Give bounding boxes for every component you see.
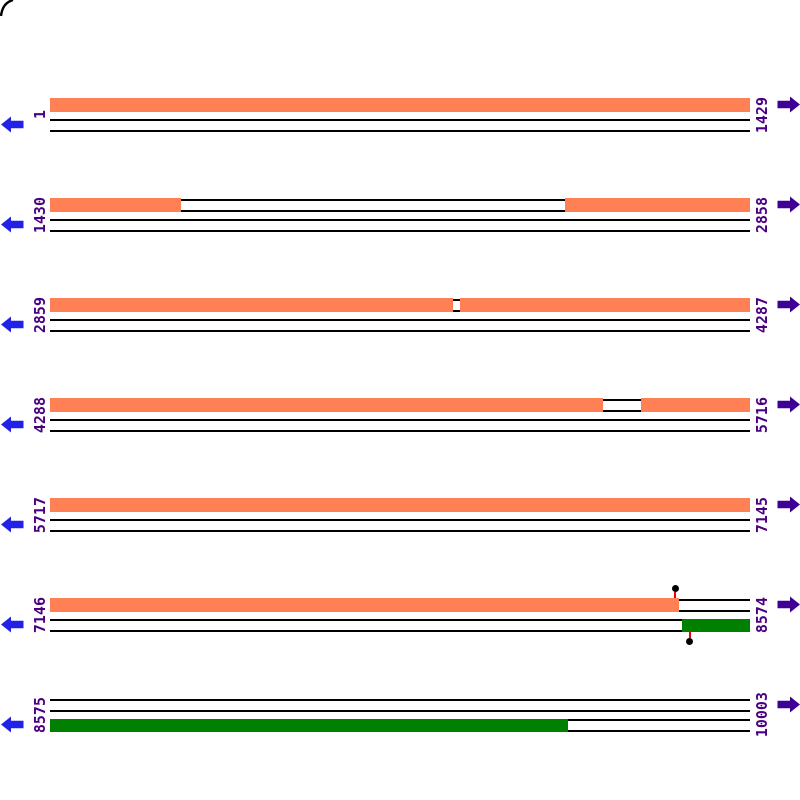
frame-line <box>50 330 750 332</box>
reverse-strand-arrow-icon[interactable] <box>1 716 24 737</box>
reverse-strand-arrow-icon[interactable] <box>1 216 24 237</box>
row-end-coordinate-text: 5716 <box>753 396 771 434</box>
frame-line <box>50 710 750 712</box>
row-end-coordinate: 2858 <box>748 184 776 246</box>
row-end-coordinate: 1429 <box>748 84 776 146</box>
frame-line <box>50 210 750 212</box>
clipped-glyph-artifact <box>0 0 14 17</box>
row-end-coordinate-text: 8574 <box>753 596 771 634</box>
row-start-coordinate: 2859 <box>26 284 54 346</box>
reverse-strand-arrow-icon[interactable] <box>1 316 24 337</box>
forward-feature-bar[interactable] <box>459 298 750 312</box>
row-start-coordinate-text: 8575 <box>31 696 49 734</box>
frame-line <box>50 319 750 321</box>
feature-endpoint-dot <box>686 637 694 645</box>
row-start-coordinate: 8575 <box>26 684 54 746</box>
feature-endpoint-stem <box>674 592 677 598</box>
row-start-coordinate-text: 7146 <box>31 596 49 634</box>
row-end-coordinate-text: 2858 <box>753 196 771 234</box>
reverse-strand-arrow-icon[interactable] <box>1 516 24 537</box>
feature-endpoint-stem <box>688 631 691 638</box>
frame-line <box>50 119 750 121</box>
row-start-coordinate: 7146 <box>26 584 54 646</box>
row-end-coordinate: 10003 <box>748 684 776 746</box>
forward-feature-bar[interactable] <box>50 98 750 112</box>
forward-strand-arrow-icon[interactable] <box>777 296 800 317</box>
forward-feature-bar[interactable] <box>50 598 680 612</box>
row-start-coordinate: 5717 <box>26 484 54 546</box>
reverse-strand-arrow-icon[interactable] <box>1 116 24 137</box>
frame-line <box>50 230 750 232</box>
frame-line <box>50 219 750 221</box>
row-start-coordinate-text: 1430 <box>31 196 49 234</box>
frame-line <box>50 130 750 132</box>
forward-strand-arrow-icon[interactable] <box>777 596 800 617</box>
frame-line <box>50 619 750 621</box>
frame-line <box>50 199 750 201</box>
forward-feature-bar[interactable] <box>50 498 750 512</box>
row-start-coordinate-text: 5717 <box>31 496 49 534</box>
row-end-coordinate-text: 4287 <box>753 296 771 334</box>
frame-line <box>50 699 750 701</box>
row-start-coordinate-text: 4288 <box>31 396 49 434</box>
reverse-feature-bar[interactable] <box>682 618 750 632</box>
row-end-coordinate: 5716 <box>748 384 776 446</box>
reverse-strand-arrow-icon[interactable] <box>1 616 24 637</box>
forward-strand-arrow-icon[interactable] <box>777 396 800 417</box>
forward-feature-bar[interactable] <box>565 198 750 212</box>
reverse-feature-bar[interactable] <box>50 718 568 732</box>
row-start-coordinate-text: 1 <box>31 110 49 120</box>
row-start-coordinate: 4288 <box>26 384 54 446</box>
row-end-coordinate: 8574 <box>748 584 776 646</box>
row-start-coordinate: 1 <box>26 84 54 146</box>
reverse-strand-arrow-icon[interactable] <box>1 416 24 437</box>
row-end-coordinate-text: 7145 <box>753 496 771 534</box>
feature-endpoint-dot <box>671 585 679 592</box>
frame-line <box>50 519 750 521</box>
row-end-coordinate-text: 10003 <box>753 692 771 738</box>
forward-strand-arrow-icon[interactable] <box>777 96 800 117</box>
forward-feature-bar[interactable] <box>50 398 603 412</box>
row-end-coordinate: 4287 <box>748 284 776 346</box>
forward-strand-arrow-icon[interactable] <box>777 196 800 217</box>
forward-feature-bar[interactable] <box>50 198 181 212</box>
row-end-coordinate-text: 1429 <box>753 96 771 134</box>
frame-line <box>50 630 750 632</box>
forward-feature-bar[interactable] <box>640 398 750 412</box>
frame-line <box>50 530 750 532</box>
forward-strand-arrow-icon[interactable] <box>777 696 800 717</box>
forward-strand-arrow-icon[interactable] <box>777 496 800 517</box>
frame-line <box>50 419 750 421</box>
row-start-coordinate: 1430 <box>26 184 54 246</box>
row-start-coordinate-text: 2859 <box>31 296 49 334</box>
row-end-coordinate: 7145 <box>748 484 776 546</box>
frame-line <box>50 430 750 432</box>
forward-feature-bar[interactable] <box>50 298 454 312</box>
